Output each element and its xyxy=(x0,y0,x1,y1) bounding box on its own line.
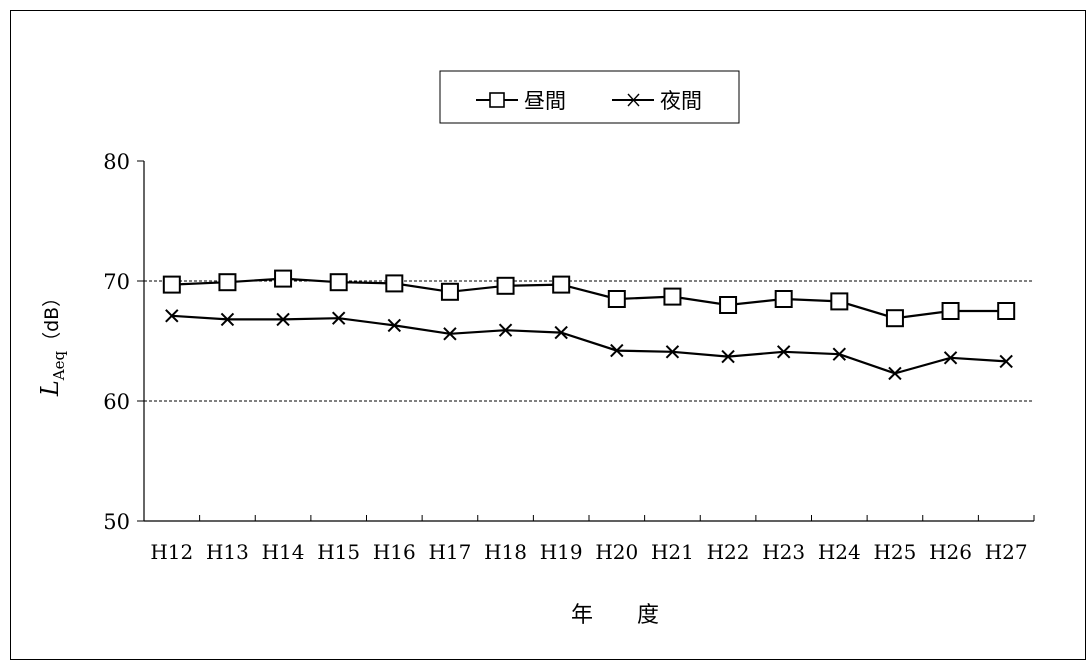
series-1-point xyxy=(331,311,346,325)
x-tick-label: H18 xyxy=(484,540,527,564)
series-1-point-stroke-b xyxy=(721,349,735,364)
legend-item-1: 夜間 xyxy=(612,89,702,113)
series-1-point xyxy=(610,343,624,358)
x-tick-label: H17 xyxy=(428,540,471,564)
x-tick-label: H19 xyxy=(540,540,583,564)
series-0-point xyxy=(607,290,626,308)
series-1-point-stroke-b xyxy=(387,318,402,333)
legend-marker-1-b xyxy=(627,93,640,107)
series-1-point-stroke-b xyxy=(999,354,1013,369)
x-tick-label: H24 xyxy=(818,540,861,564)
series-0-point xyxy=(329,273,348,292)
y-axis-title-unit: （dB） xyxy=(41,288,63,351)
legend-marker-0 xyxy=(489,92,505,108)
x-axis-title: 年 度 xyxy=(571,603,659,628)
series-0-point xyxy=(162,275,181,294)
series-0-point xyxy=(941,302,960,320)
legend-item-0: 昼間 xyxy=(476,89,566,113)
series-0 xyxy=(162,269,1016,328)
series-1-point xyxy=(443,327,457,341)
x-tick-label: H14 xyxy=(262,540,305,564)
series-1-point xyxy=(554,325,568,340)
gridlines xyxy=(144,280,1034,402)
x-tick-label: H16 xyxy=(373,540,416,564)
series-1-point xyxy=(387,318,402,333)
x-tick-label: H22 xyxy=(707,540,750,564)
x-tick-label: H27 xyxy=(985,540,1028,564)
x-tick-label: H13 xyxy=(206,540,249,564)
x-tick-label: H26 xyxy=(929,540,972,564)
legend-label-0: 昼間 xyxy=(524,89,566,113)
series-line-1 xyxy=(171,314,1007,375)
y-tick-label: 50 xyxy=(103,510,130,534)
x-tick-labels: H12 H13 H14 H15 H16 H17 H18 H19 H20 H21 H22 H23 H24 H… xyxy=(150,540,1027,564)
x-tick-label: H12 xyxy=(150,540,193,564)
series-0-point xyxy=(274,269,293,288)
series-1-point-stroke-b xyxy=(832,347,847,361)
series-1-point-stroke-b xyxy=(888,366,902,381)
series-1-point xyxy=(665,345,680,359)
y-tick-label: 60 xyxy=(103,390,130,414)
series-1-point xyxy=(165,309,179,323)
series-0-point xyxy=(552,275,571,294)
series-0-point xyxy=(496,276,515,295)
series-0-point xyxy=(885,309,904,328)
y-axis-title: LAeq（dB） xyxy=(36,288,68,397)
series-1-point xyxy=(721,349,735,364)
series-1-point-stroke-b xyxy=(220,312,235,327)
series-0-point xyxy=(663,287,682,306)
legend: 昼間 夜間 xyxy=(439,70,740,124)
series-line-0 xyxy=(171,277,1007,320)
series-1-point xyxy=(943,351,958,365)
series-0-point xyxy=(385,274,404,293)
series-0-point xyxy=(440,282,459,301)
series-1-point xyxy=(832,347,847,361)
series-1-point-stroke-b xyxy=(665,345,680,359)
series-1-point-stroke-b xyxy=(165,309,179,323)
x-tick-label: H20 xyxy=(595,540,638,564)
legend-label-1: 夜間 xyxy=(660,89,702,113)
series-1-point-stroke-b xyxy=(276,312,290,327)
series-1-point xyxy=(276,312,290,327)
series-1-point xyxy=(776,345,791,359)
series-1-point xyxy=(498,323,513,337)
series-1-point-stroke-b xyxy=(554,325,568,340)
series-group xyxy=(162,269,1016,381)
series-0-point xyxy=(719,296,738,314)
series-1-point xyxy=(999,354,1013,369)
y-axis-title-main: L xyxy=(36,380,64,397)
series-1-point xyxy=(888,366,902,381)
series-0-point xyxy=(830,292,849,311)
series-1-point-stroke-b xyxy=(498,323,513,337)
series-0-point xyxy=(774,290,793,308)
series-1 xyxy=(165,309,1013,381)
axes xyxy=(137,160,1035,522)
y-axis-title-sub: Aeq xyxy=(50,351,68,382)
x-tick-label: H21 xyxy=(651,540,694,564)
x-tick-label: H15 xyxy=(317,540,360,564)
y-tick-labels: 50 60 70 80 xyxy=(103,150,130,534)
series-1-point-stroke-b xyxy=(443,327,457,341)
series-1-point-stroke-b xyxy=(331,311,346,325)
series-1-point-stroke-b xyxy=(610,343,624,358)
x-tick-label: H23 xyxy=(762,540,805,564)
y-tick-label: 70 xyxy=(103,270,130,294)
x-tick-label: H25 xyxy=(873,540,916,564)
series-1-point-stroke-b xyxy=(943,351,958,365)
series-1-point xyxy=(220,312,235,327)
series-0-point xyxy=(997,302,1016,320)
y-tick-label: 80 xyxy=(103,150,130,174)
series-0-point xyxy=(218,273,237,292)
series-1-point-stroke-b xyxy=(776,345,791,359)
